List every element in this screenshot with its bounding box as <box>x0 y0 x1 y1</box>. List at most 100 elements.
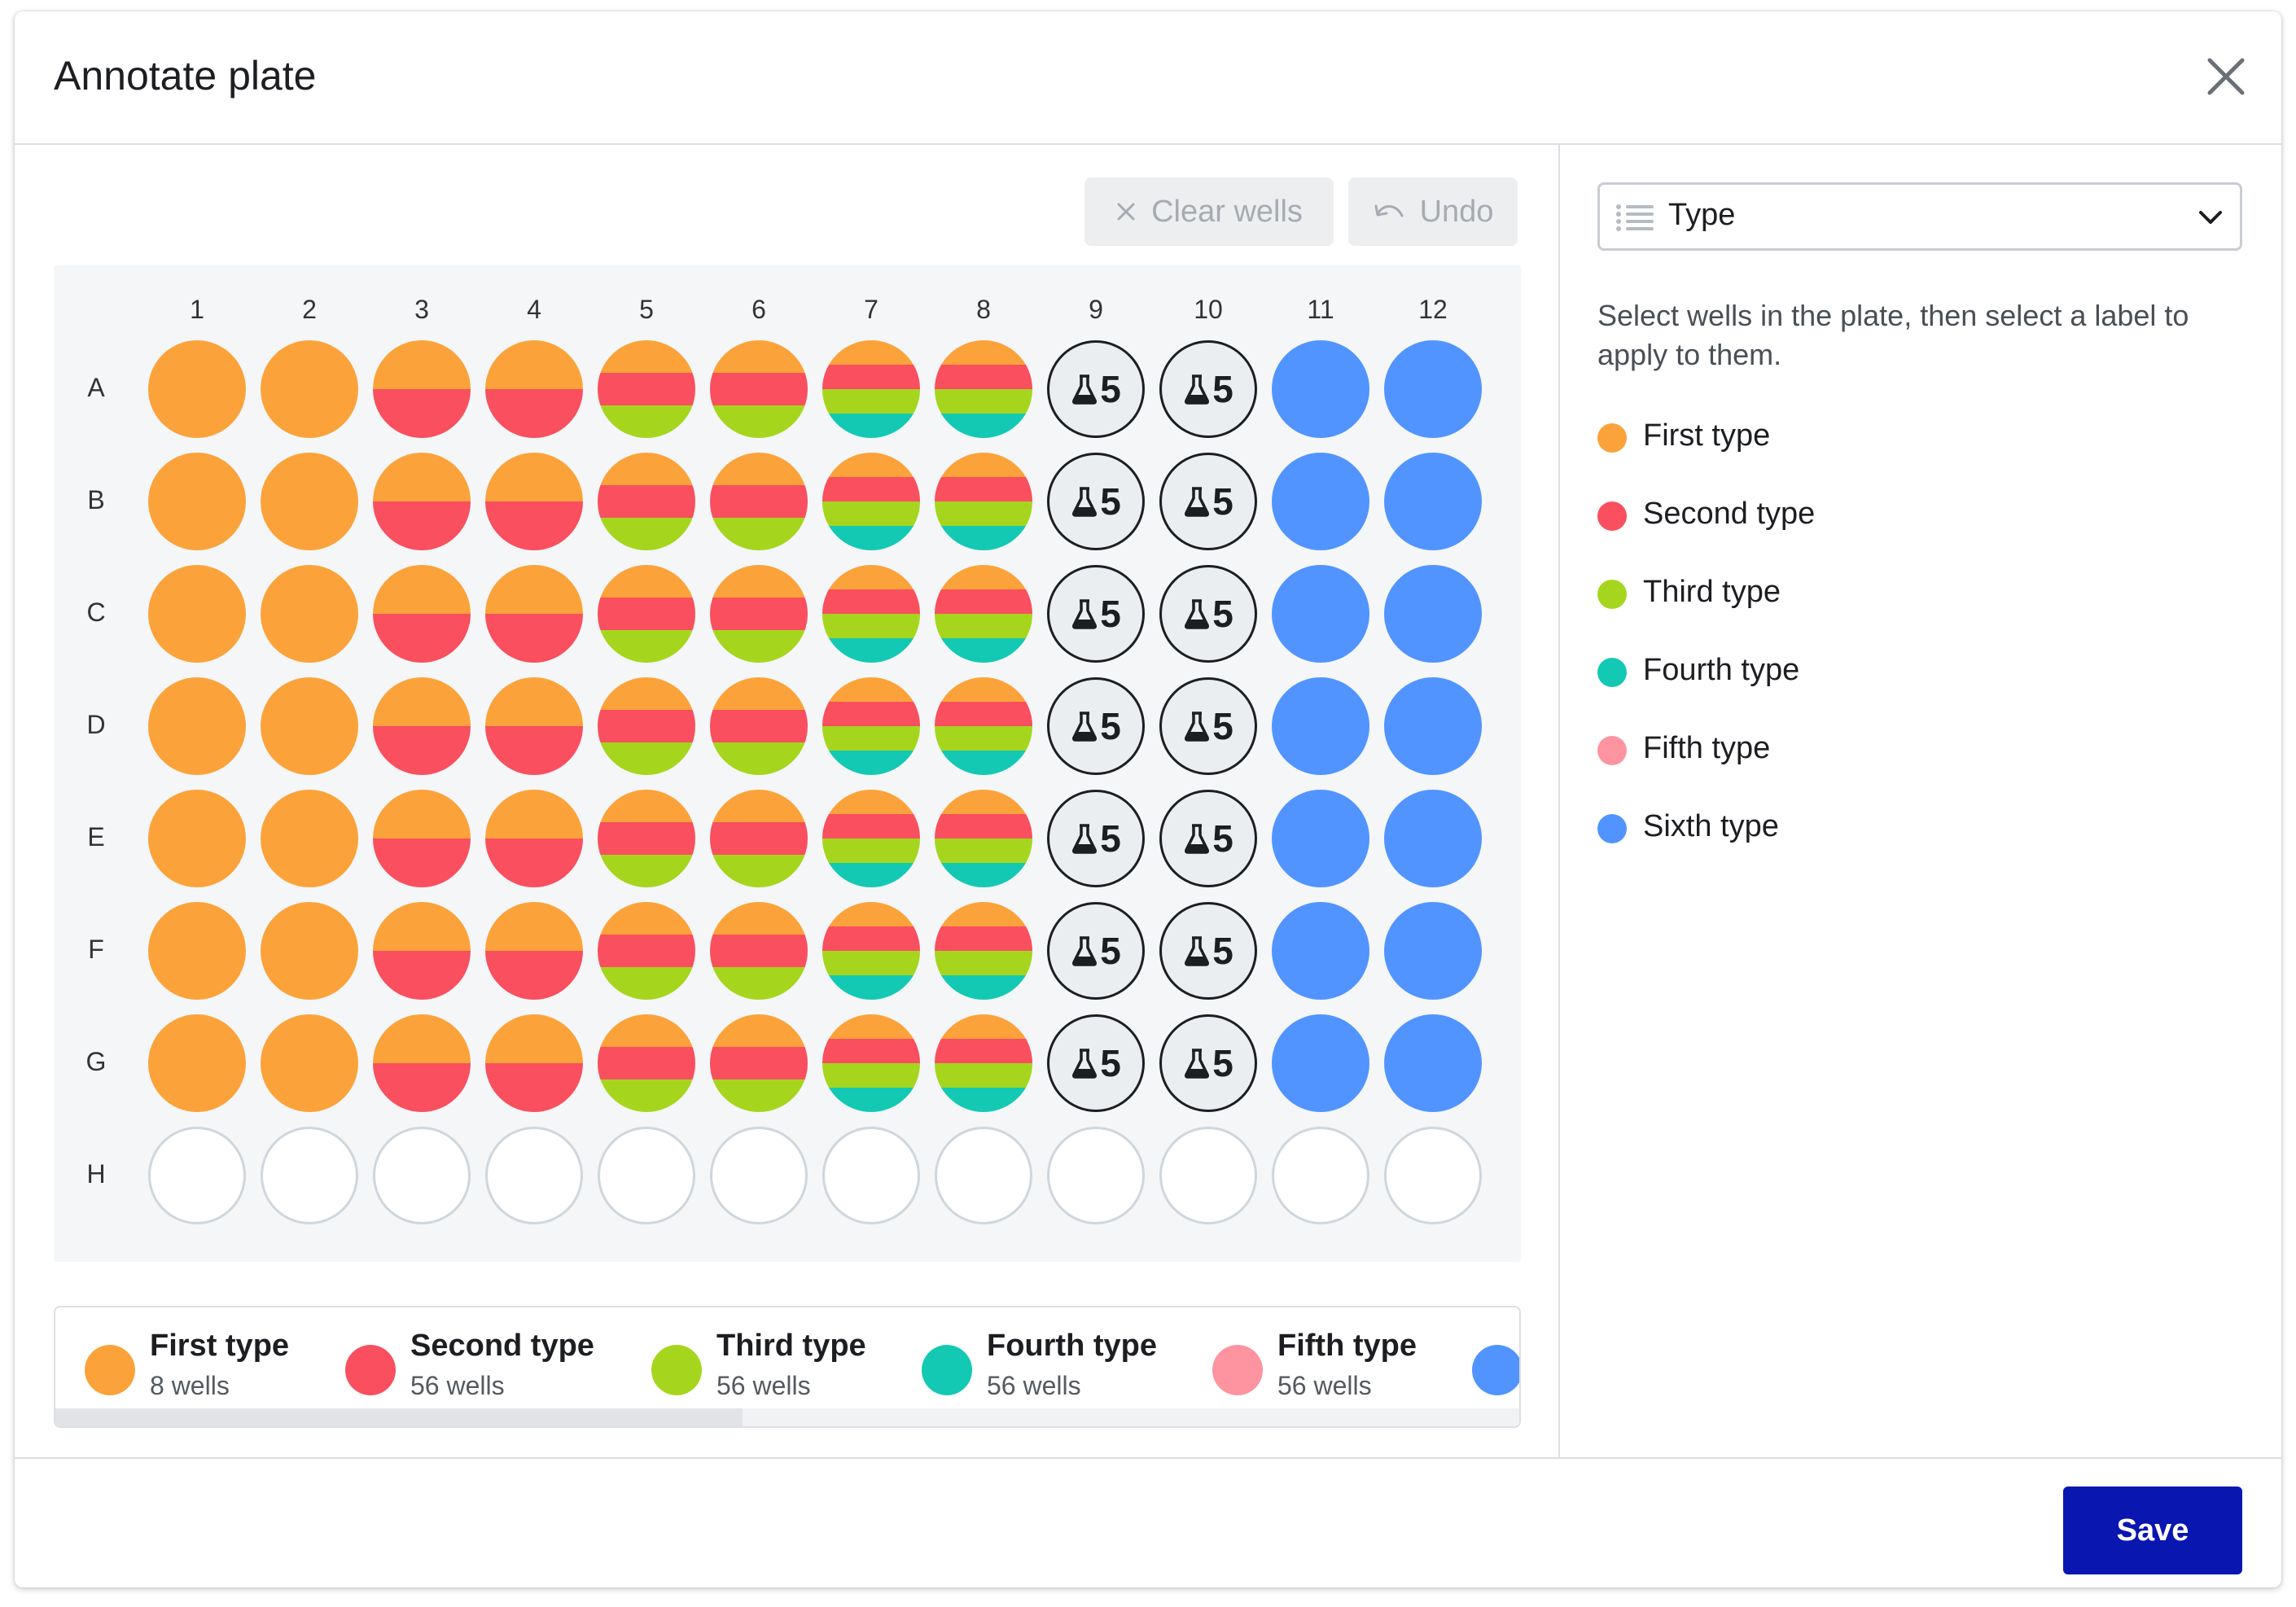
well-E3[interactable] <box>373 790 471 887</box>
well-C2[interactable] <box>261 565 358 663</box>
well-F5[interactable] <box>598 902 695 1000</box>
clear-wells-button[interactable]: Clear wells <box>1084 177 1334 246</box>
column-label[interactable]: 2 <box>302 295 317 324</box>
close-button[interactable] <box>2200 50 2252 103</box>
column-label[interactable]: 4 <box>527 295 541 324</box>
well-D12[interactable] <box>1384 677 1482 775</box>
well-H4[interactable] <box>485 1127 583 1224</box>
row-label[interactable]: F <box>88 935 104 964</box>
well-A1[interactable] <box>148 340 246 438</box>
well-G11[interactable] <box>1272 1014 1369 1112</box>
well-E6[interactable] <box>710 790 808 887</box>
well-A4[interactable] <box>485 340 583 438</box>
well-H3[interactable] <box>373 1127 471 1224</box>
well-D2[interactable] <box>261 677 358 775</box>
well-G10[interactable]: 5 <box>1159 1014 1257 1112</box>
well-G6[interactable] <box>710 1014 808 1112</box>
well-H8[interactable] <box>935 1127 1032 1224</box>
well-E7[interactable] <box>822 790 920 887</box>
well-H1[interactable] <box>148 1127 246 1224</box>
well-F12[interactable] <box>1384 902 1482 1000</box>
row-label[interactable]: A <box>87 373 105 402</box>
well-G5[interactable] <box>598 1014 695 1112</box>
well-B9[interactable]: 5 <box>1047 453 1145 550</box>
well-C6[interactable] <box>710 565 808 663</box>
well-A3[interactable] <box>373 340 471 438</box>
well-F3[interactable] <box>373 902 471 1000</box>
well-A6[interactable] <box>710 340 808 438</box>
well-C11[interactable] <box>1272 565 1369 663</box>
well-A8[interactable] <box>935 340 1032 438</box>
well-H2[interactable] <box>261 1127 358 1224</box>
well-D9[interactable]: 5 <box>1047 677 1145 775</box>
column-label[interactable]: 6 <box>751 295 766 324</box>
well-F9[interactable]: 5 <box>1047 902 1145 1000</box>
row-label[interactable]: D <box>86 710 106 739</box>
well-B2[interactable] <box>261 453 358 550</box>
well-B4[interactable] <box>485 453 583 550</box>
save-button[interactable]: Save <box>2063 1487 2242 1574</box>
well-E8[interactable] <box>935 790 1032 887</box>
well-E4[interactable] <box>485 790 583 887</box>
legend-scrollbar-thumb[interactable] <box>55 1408 743 1426</box>
well-D10[interactable]: 5 <box>1159 677 1257 775</box>
well-B10[interactable]: 5 <box>1159 453 1257 550</box>
well-C10[interactable]: 5 <box>1159 565 1257 663</box>
well-F7[interactable] <box>822 902 920 1000</box>
well-F2[interactable] <box>261 902 358 1000</box>
label-category-select[interactable]: Type <box>1597 182 2242 251</box>
well-B8[interactable] <box>935 453 1032 550</box>
row-label[interactable]: H <box>86 1159 106 1189</box>
column-label[interactable]: 8 <box>976 295 991 324</box>
well-D8[interactable] <box>935 677 1032 775</box>
well-F4[interactable] <box>485 902 583 1000</box>
column-label[interactable]: 12 <box>1418 295 1448 324</box>
well-C7[interactable] <box>822 565 920 663</box>
well-F6[interactable] <box>710 902 808 1000</box>
well-B6[interactable] <box>710 453 808 550</box>
well-C3[interactable] <box>373 565 471 663</box>
well-C5[interactable] <box>598 565 695 663</box>
well-B1[interactable] <box>148 453 246 550</box>
well-E9[interactable]: 5 <box>1047 790 1145 887</box>
well-D6[interactable] <box>710 677 808 775</box>
well-G3[interactable] <box>373 1014 471 1112</box>
well-H6[interactable] <box>710 1127 808 1224</box>
column-label[interactable]: 7 <box>864 295 879 324</box>
well-E5[interactable] <box>598 790 695 887</box>
well-G2[interactable] <box>261 1014 358 1112</box>
well-E2[interactable] <box>261 790 358 887</box>
well-H10[interactable] <box>1159 1127 1257 1224</box>
well-G8[interactable] <box>935 1014 1032 1112</box>
well-A11[interactable] <box>1272 340 1369 438</box>
well-D7[interactable] <box>822 677 920 775</box>
well-D5[interactable] <box>598 677 695 775</box>
well-C9[interactable]: 5 <box>1047 565 1145 663</box>
well-C4[interactable] <box>485 565 583 663</box>
well-C1[interactable] <box>148 565 246 663</box>
well-F1[interactable] <box>148 902 246 1000</box>
well-G4[interactable] <box>485 1014 583 1112</box>
column-label[interactable]: 5 <box>639 295 654 324</box>
well-G1[interactable] <box>148 1014 246 1112</box>
well-H7[interactable] <box>822 1127 920 1224</box>
column-label[interactable]: 10 <box>1194 295 1223 324</box>
legend-scroll-track[interactable] <box>55 1408 1519 1426</box>
well-G12[interactable] <box>1384 1014 1482 1112</box>
well-A9[interactable]: 5 <box>1047 340 1145 438</box>
well-H9[interactable] <box>1047 1127 1145 1224</box>
well-E1[interactable] <box>148 790 246 887</box>
well-B7[interactable] <box>822 453 920 550</box>
well-D4[interactable] <box>485 677 583 775</box>
well-E10[interactable]: 5 <box>1159 790 1257 887</box>
column-label[interactable]: 9 <box>1089 295 1103 324</box>
well-B5[interactable] <box>598 453 695 550</box>
well-A7[interactable] <box>822 340 920 438</box>
row-label[interactable]: E <box>87 822 105 852</box>
column-label[interactable]: 3 <box>414 295 429 324</box>
well-B11[interactable] <box>1272 453 1369 550</box>
well-B12[interactable] <box>1384 453 1482 550</box>
well-C8[interactable] <box>935 565 1032 663</box>
well-F11[interactable] <box>1272 902 1369 1000</box>
well-F8[interactable] <box>935 902 1032 1000</box>
